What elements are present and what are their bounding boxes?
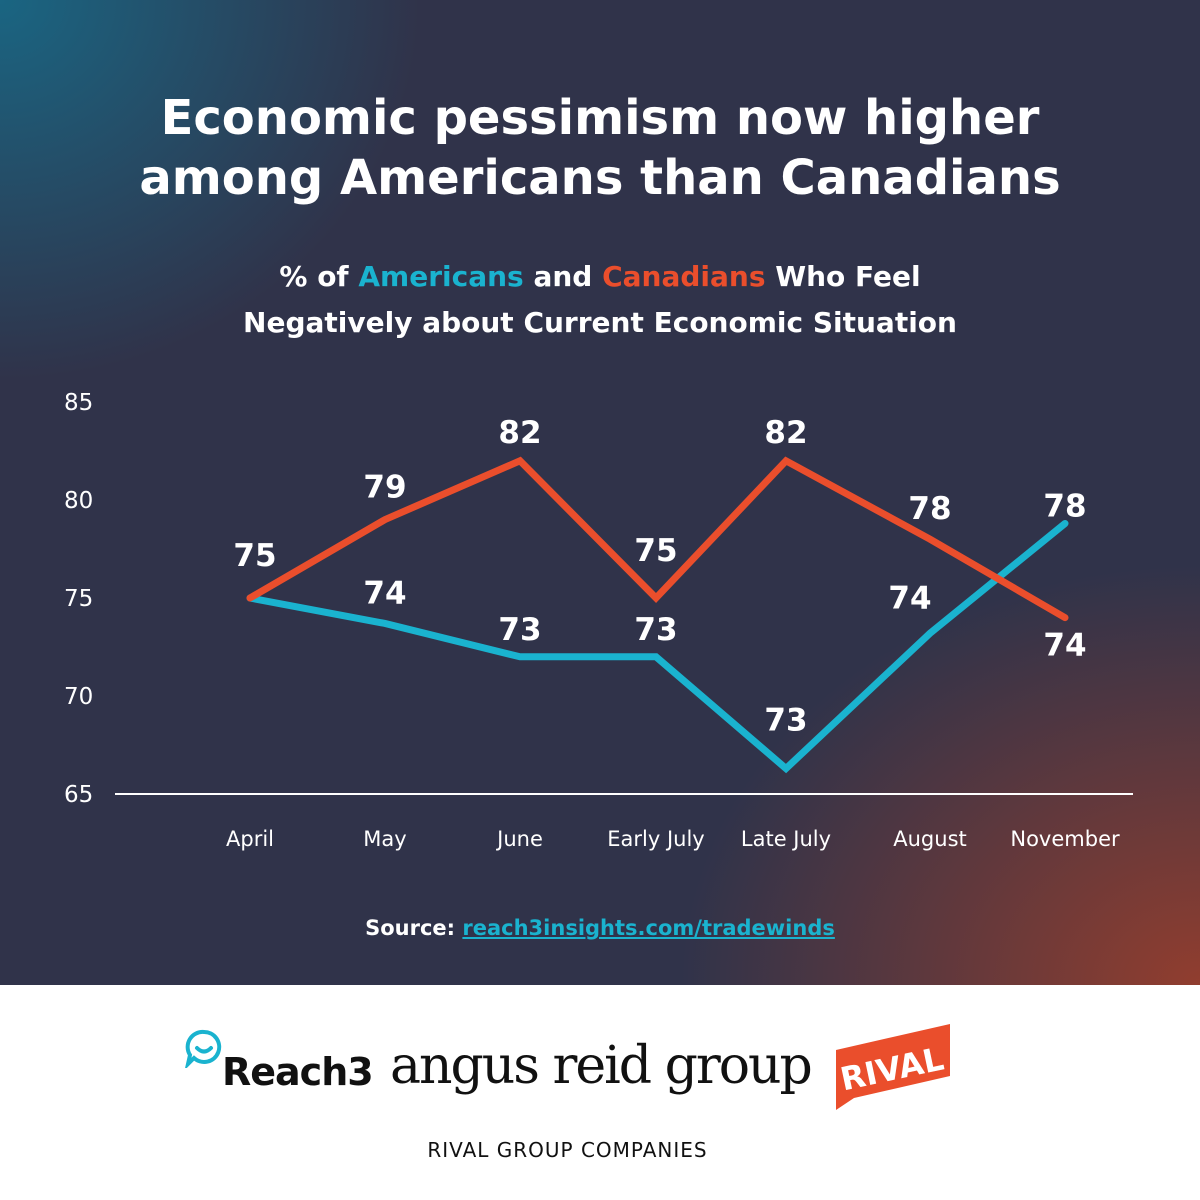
source-label: Source: (365, 916, 456, 940)
x-tick-label: August (893, 827, 967, 851)
chart-panel (0, 0, 1200, 985)
y-tick-label: 80 (64, 488, 93, 514)
reach3-bubble-icon (185, 1029, 222, 1068)
x-tick-label: April (226, 827, 274, 851)
x-tick-label: Early July (607, 827, 704, 851)
data-label-canadians: 75 (233, 538, 276, 574)
y-tick-label: 75 (64, 586, 93, 612)
y-tick-label: 85 (64, 390, 93, 416)
source-note: Source: reach3insights.com/tradewinds (0, 916, 1200, 940)
angus-reid-logo: angus reid group (390, 1036, 813, 1096)
data-label-americans: 73 (764, 703, 807, 739)
y-tick-label: 65 (64, 782, 93, 808)
series-line-canadians (246, 456, 1069, 622)
title-line-2: among Americans than Canadians (139, 150, 1061, 206)
y-tick-label: 70 (64, 684, 93, 710)
data-label-canadians: 75 (634, 533, 677, 569)
footer-text: RIVAL GROUP COMPANIES (427, 1138, 708, 1162)
title-line-1: Economic pessimism now higher (160, 90, 1040, 146)
data-label-canadians: 78 (908, 491, 951, 527)
legend-canadians: Canadians (602, 260, 766, 293)
data-label-canadians: 82 (764, 415, 807, 451)
series-line-americans (246, 520, 1069, 774)
subtitle-prefix: % of (279, 260, 359, 293)
logo-row: Reach3 angus reid group RIVAL (0, 1020, 1200, 1120)
line-chart: 65 70 75 80 85 April May June Early July Late Jul… (64, 390, 1133, 851)
source-link[interactable]: reach3insights.com/tradewinds (462, 916, 835, 940)
data-label-americans: 73 (634, 612, 677, 648)
x-tick-label: June (495, 827, 543, 851)
reach3-logo: Reach3 (222, 1050, 374, 1094)
x-tick-label: Late July (741, 827, 831, 851)
subtitle-and: and (523, 260, 603, 293)
data-label-americans: 74 (363, 575, 406, 611)
data-label-canadians: 74 (1043, 628, 1086, 664)
x-tick-label: November (1010, 827, 1120, 851)
subtitle-line-2: Negatively about Current Economic Situat… (243, 306, 957, 339)
legend-americans: Americans (358, 260, 524, 293)
data-label-canadians: 79 (363, 470, 406, 506)
data-label-americans: 74 (888, 580, 931, 616)
x-tick-label: May (363, 827, 406, 851)
chart-title: Economic pessimism now higher among Amer… (0, 88, 1200, 208)
data-label-americans: 73 (498, 612, 541, 648)
chart-subtitle: % of Americans and Canadians Who Feel Ne… (0, 254, 1200, 346)
rival-logo: RIVAL (836, 1024, 950, 1110)
data-label-americans: 78 (1043, 489, 1086, 525)
subtitle-suffix: Who Feel (765, 260, 921, 293)
data-label-canadians: 82 (498, 415, 541, 451)
